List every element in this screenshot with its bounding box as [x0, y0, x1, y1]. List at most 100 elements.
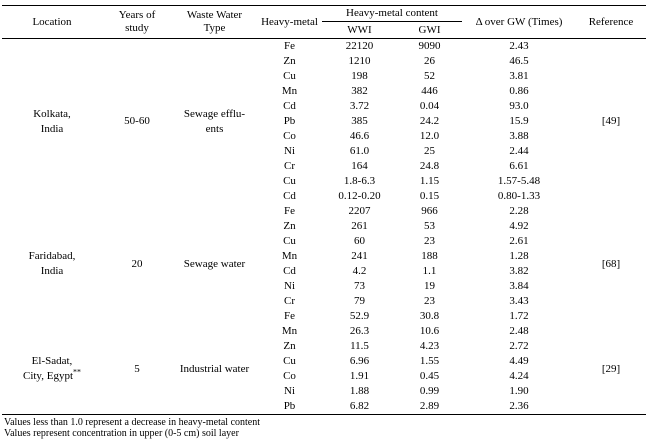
- metal-cell: Zn: [283, 55, 296, 67]
- wwi-value-cell: 0.12-0.20: [338, 190, 381, 202]
- metal-cell: Mn: [281, 85, 298, 97]
- location-footnote-marker: **: [73, 367, 81, 377]
- table-row: Ni 61.0 25 2.44: [2, 144, 646, 159]
- col-header-heavy-metal-content: Heavy-metal content: [322, 5, 462, 22]
- wwi-value-cell: 382: [351, 85, 368, 97]
- wwi-value-cell: 261: [351, 220, 368, 232]
- delta-value-cell: 93.0: [509, 100, 529, 112]
- wwi-value-cell: 198: [351, 70, 368, 82]
- metal-cell: Fe: [284, 40, 295, 52]
- col-header-years: Years of study: [102, 5, 172, 39]
- gwi-value-cell: 25: [424, 145, 435, 157]
- wwi-value-cell: 241: [351, 250, 368, 262]
- gwi-value-cell: 23: [424, 235, 435, 247]
- metal-cell: Cd: [283, 100, 296, 112]
- delta-value-cell: 2.28: [509, 205, 529, 217]
- gwi-value-cell: 52: [424, 70, 435, 82]
- waste-type-cell: Sewage efflu- ents: [183, 107, 246, 135]
- wwi-value-cell: 22120: [345, 40, 374, 52]
- years-cell: 50-60: [124, 115, 150, 127]
- footnote-1: Values less than 1.0 represent a decreas…: [4, 417, 261, 428]
- delta-value-cell: 46.5: [509, 55, 529, 67]
- table-row: Cu 60 23 2.61: [2, 234, 646, 249]
- metal-cell: Cd: [283, 265, 296, 277]
- wwi-value-cell: 164: [351, 160, 368, 172]
- metal-cell: Fe: [284, 310, 295, 322]
- delta-value-cell: 2.36: [509, 400, 529, 412]
- table-row: Cu 198 52 3.81: [2, 69, 646, 84]
- gwi-value-cell: 30.8: [419, 310, 440, 322]
- table-row: Cd 4.2 1.1 3.82: [2, 264, 646, 279]
- metal-cell: Mn: [281, 325, 298, 337]
- gwi-value-cell: 1.55: [419, 355, 440, 367]
- delta-value-cell: 0.86: [509, 85, 529, 97]
- metal-cell: Pb: [283, 400, 296, 412]
- delta-value-cell: 2.43: [509, 40, 529, 52]
- gwi-value-cell: 12.0: [419, 130, 440, 142]
- delta-value-cell: 3.88: [509, 130, 529, 142]
- metal-cell: Mn: [281, 250, 298, 262]
- location-cell: Kolkata, India: [33, 107, 71, 135]
- wwi-value-cell: 1.91: [349, 370, 370, 382]
- delta-value-cell: 4.49: [509, 355, 529, 367]
- delta-value-cell: 6.61: [509, 160, 529, 172]
- table-row: Zn 1210 26 46.5: [2, 54, 646, 69]
- metal-cell: Ni: [284, 385, 295, 397]
- wwi-value-cell: 4.2: [352, 265, 367, 277]
- metal-cell: Cu: [283, 235, 296, 247]
- gwi-value-cell: 0.15: [419, 190, 440, 202]
- gwi-value-cell: 446: [421, 85, 438, 97]
- col-header-heavy-metal: Heavy-metal: [257, 5, 322, 39]
- metal-cell: Cu: [283, 175, 296, 187]
- gwi-value-cell: 2.89: [419, 400, 440, 412]
- table-header: Location Years of study Waste Water Type…: [2, 5, 646, 39]
- col-header-location: Location: [2, 5, 102, 39]
- gwi-value-cell: 1.1: [422, 265, 437, 277]
- table-row: Co 1.91 0.45 4.24: [2, 369, 646, 384]
- gwi-value-cell: 0.45: [419, 370, 440, 382]
- gwi-value-cell: 24.8: [419, 160, 440, 172]
- location-cell: El-Sadat, City, Egypt**: [22, 355, 81, 382]
- table-body: Kolkata, India 50-60 Sewage efflu- ents Fe 2…: [2, 39, 646, 415]
- delta-value-cell: 2.44: [509, 145, 529, 157]
- table-row: Kolkata, India 50-60 Sewage efflu- ents Fe 2…: [2, 39, 646, 135]
- metal-cell: Cu: [283, 70, 296, 82]
- location-cell: Faridabad, India: [28, 250, 76, 277]
- metal-cell: Fe: [284, 205, 295, 217]
- wwi-value-cell: 1.8-6.3: [343, 175, 376, 187]
- table-row: Cr 79 23 3.43: [2, 294, 646, 309]
- gwi-value-cell: 966: [421, 205, 438, 217]
- wwi-value-cell: 61.0: [349, 145, 370, 157]
- metal-cell: Cr: [284, 295, 295, 307]
- wwi-value-cell: 52.9: [349, 310, 370, 322]
- gwi-value-cell: 26: [424, 55, 435, 67]
- years-cell: 5: [134, 362, 140, 375]
- table-footnotes: Values less than 1.0 represent a decreas…: [2, 417, 646, 439]
- gwi-value-cell: 24.2: [419, 115, 440, 127]
- wwi-value-cell: 26.3: [349, 325, 370, 337]
- wwi-value-cell: 2207: [348, 205, 371, 217]
- wwi-value-cell: 60: [354, 235, 365, 247]
- delta-value-cell: 3.84: [509, 280, 529, 292]
- gwi-value-cell: 19: [424, 280, 435, 292]
- table-row: Cd 3.72 0.04 93.0: [2, 99, 646, 114]
- col-header-wwi: WWI: [322, 21, 397, 39]
- header-row-sub: WWI GWI: [2, 21, 646, 39]
- wwi-value-cell: 79: [354, 295, 365, 307]
- table-row: Zn 11.5 4.23 2.72: [2, 339, 646, 354]
- metal-cell: Zn: [283, 340, 296, 352]
- delta-value-cell: 3.81: [509, 70, 529, 82]
- table-row: Fe 52.9 30.8 1.72: [2, 309, 646, 324]
- gwi-value-cell: 188: [421, 250, 438, 262]
- gwi-value-cell: 4.23: [419, 340, 440, 352]
- table-row: Cu 6.96 1.55 4.49: [2, 354, 646, 369]
- metal-cell: Co: [283, 130, 296, 142]
- delta-value-cell: 1.57-5.48: [497, 175, 541, 187]
- delta-value-cell: 4.92: [509, 220, 529, 232]
- wwi-value-cell: 385: [351, 115, 368, 127]
- wwi-value-cell: 46.6: [349, 130, 370, 142]
- delta-value-cell: 3.82: [509, 265, 529, 277]
- reference-cell: [49]: [601, 115, 621, 127]
- gwi-value-cell: 23: [424, 295, 435, 307]
- metal-cell: Zn: [283, 220, 296, 232]
